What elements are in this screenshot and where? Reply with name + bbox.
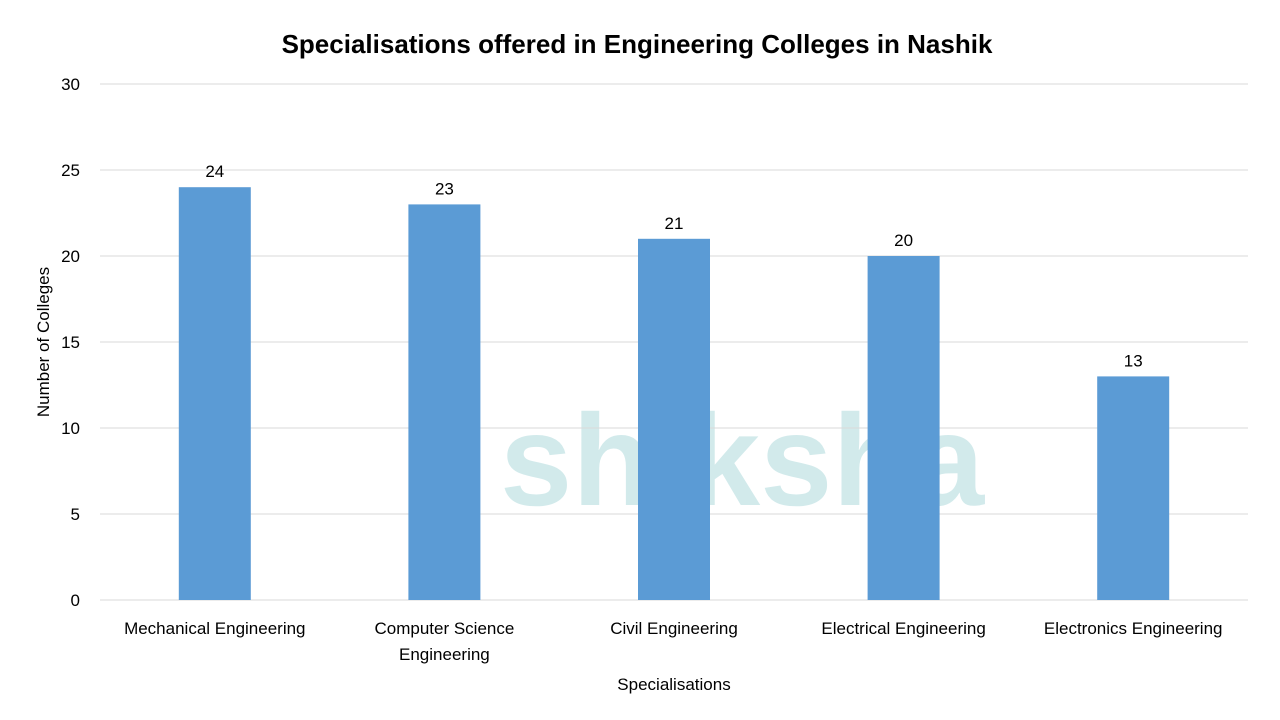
y-axis-label: Number of Colleges: [34, 267, 53, 417]
x-tick-label: Civil Engineering: [610, 619, 738, 638]
data-label: 20: [894, 231, 913, 250]
y-tick-label: 20: [61, 247, 80, 266]
data-label: 24: [205, 162, 224, 181]
chart-title: Specialisations offered in Engineering C…: [282, 29, 993, 59]
y-tick-label: 15: [61, 333, 80, 352]
bar: [1097, 376, 1170, 600]
x-tick-label: Computer Science Engineering: [374, 619, 514, 664]
y-tick-label: 0: [71, 591, 80, 610]
data-label: 23: [435, 179, 454, 198]
bar: [638, 238, 710, 601]
y-tick-label: 10: [61, 419, 80, 438]
x-tick-label: Mechanical Engineering: [124, 619, 305, 638]
y-tick-label: 25: [61, 161, 80, 180]
x-tick-label: Electrical Engineering: [821, 619, 985, 638]
x-axis-label: Specialisations: [617, 675, 730, 694]
bar: [408, 204, 481, 600]
y-tick-label: 30: [61, 75, 80, 94]
data-label: 21: [665, 214, 684, 233]
bar: [178, 187, 251, 600]
x-tick-label: Electronics Engineering: [1044, 619, 1223, 638]
y-tick-label: 5: [71, 505, 80, 524]
data-label: 13: [1124, 351, 1143, 370]
bar: [867, 256, 940, 600]
